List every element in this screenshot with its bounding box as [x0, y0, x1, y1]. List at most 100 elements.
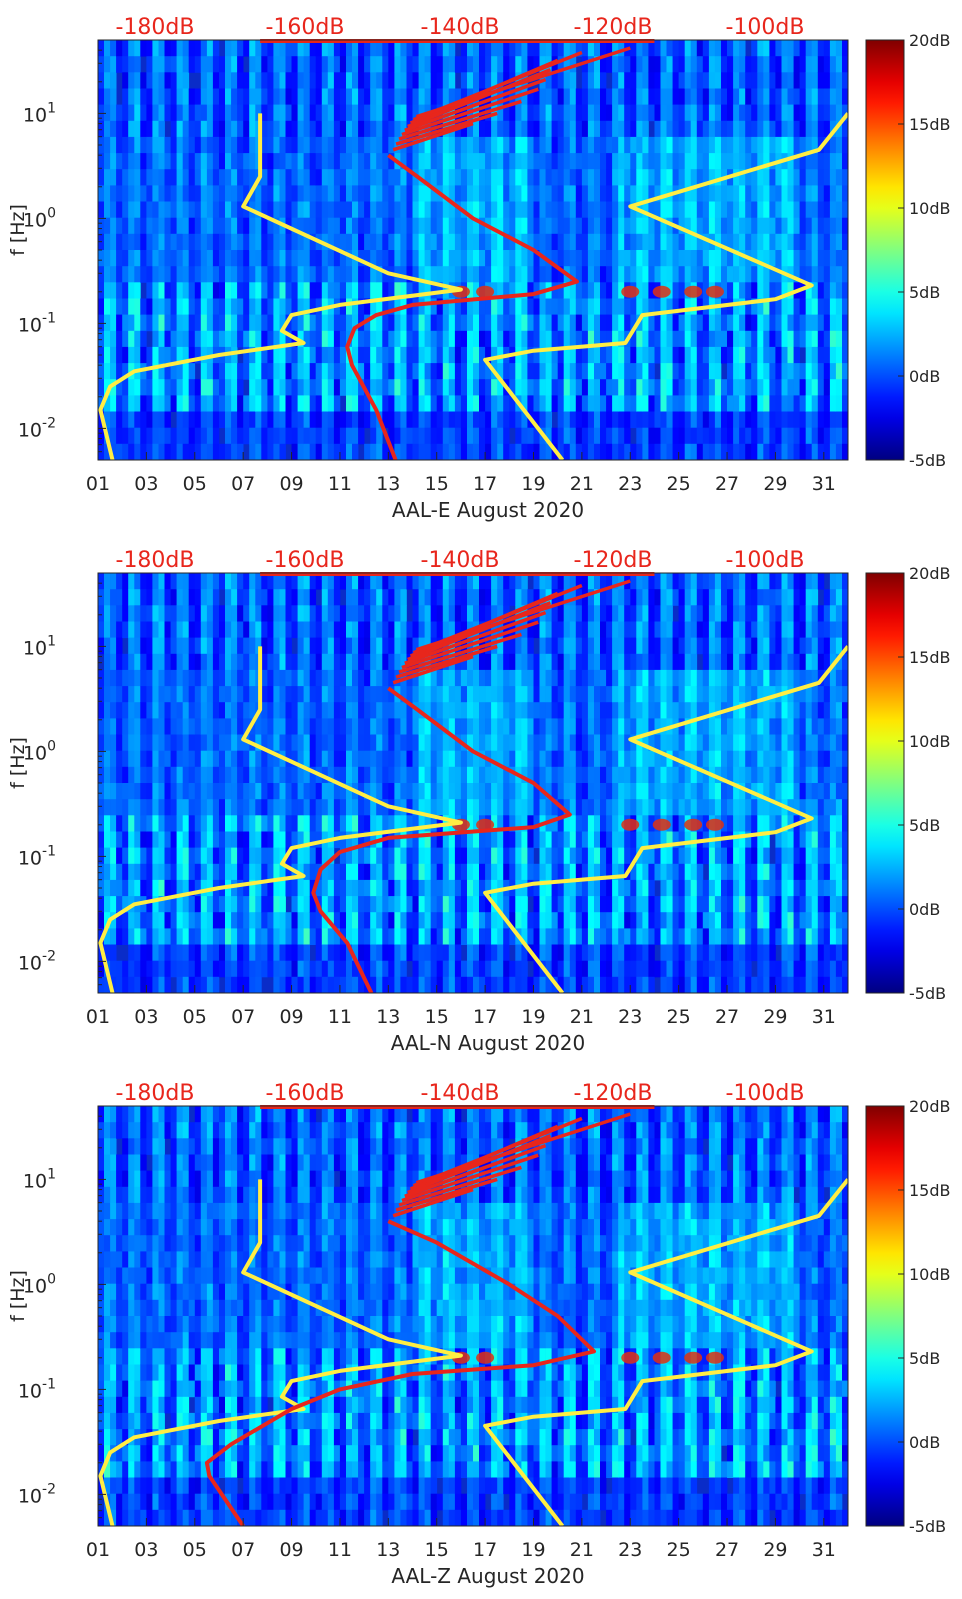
y-tick-label: 101	[23, 633, 56, 659]
red-fan-line	[395, 644, 498, 679]
red-fan-line	[395, 1177, 498, 1212]
top-db-label: -100dB	[726, 1081, 805, 1106]
x-tick-label: 11	[328, 1539, 352, 1561]
top-db-label: -180dB	[116, 548, 195, 573]
x-axis-label: AAL-E August 2020	[392, 498, 584, 522]
x-tick-label: 27	[715, 1006, 739, 1028]
x-tick-label: 23	[618, 1006, 642, 1028]
curve-1	[98, 113, 463, 460]
colorbar-label: 5dB	[909, 283, 940, 302]
y-tick-label: 10-2	[18, 415, 56, 441]
x-tick-label: 17	[473, 473, 497, 495]
red-fan-line	[395, 111, 498, 146]
colorbar-label: -5dB	[909, 984, 946, 1003]
x-tick-label: 01	[86, 1006, 110, 1028]
colorbar-label: 20dB	[909, 31, 951, 50]
curve-3	[345, 153, 579, 460]
colorbar-label: 5dB	[909, 1349, 940, 1368]
x-tick-label: 15	[425, 473, 449, 495]
red-fan-line	[398, 99, 522, 141]
colorbar-label: 15dB	[909, 1181, 951, 1200]
y-axis-label: f [Hz]	[7, 204, 29, 256]
top-db-label: -120dB	[574, 1081, 653, 1106]
colorbar-gradient	[865, 572, 905, 994]
colorbar-label: 15dB	[909, 115, 951, 134]
x-tick-label: 25	[667, 1006, 691, 1028]
colorbar-label: 0dB	[909, 900, 940, 919]
x-tick-label: 21	[570, 473, 594, 495]
curve-1	[98, 1179, 463, 1526]
colorbar-label: 20dB	[909, 1097, 951, 1116]
top-db-label: -140dB	[421, 15, 500, 40]
y-tick-label: 101	[23, 1166, 56, 1192]
y-tick-label: 101	[23, 100, 56, 126]
x-tick-label: 09	[279, 473, 303, 495]
x-axis-label: AAL-Z August 2020	[391, 1564, 584, 1588]
top-db-label: -160dB	[266, 15, 345, 40]
x-tick-label: 19	[521, 1539, 545, 1561]
x-tick-label: 25	[667, 1539, 691, 1561]
curve-3	[204, 1219, 596, 1526]
colorbar-label: 10dB	[909, 1265, 951, 1284]
top-db-label: -100dB	[726, 548, 805, 573]
x-tick-label: 29	[763, 1006, 787, 1028]
x-tick-label: 31	[812, 1006, 836, 1028]
x-tick-label: 15	[425, 1539, 449, 1561]
x-tick-label: 21	[570, 1006, 594, 1028]
top-db-label: -140dB	[421, 548, 500, 573]
red-fan-line	[392, 121, 474, 152]
red-fan-line	[401, 87, 539, 137]
x-tick-label: 27	[715, 1539, 739, 1561]
spectrogram-panel-2: 01 03 05 07 09 11 13 15 17 19 21 23 25 27 29 31 AAL-N Au…	[7, 548, 951, 1055]
red-fan-line	[398, 1165, 522, 1207]
x-tick-label: 05	[183, 473, 207, 495]
y-axis-label: f [Hz]	[7, 1270, 29, 1322]
x-tick-label: 09	[279, 1006, 303, 1028]
x-tick-label: 19	[521, 1006, 545, 1028]
colorbar-gradient	[865, 1105, 905, 1527]
x-tick-label: 05	[183, 1006, 207, 1028]
y-axis-label: f [Hz]	[7, 737, 29, 789]
top-db-label: -140dB	[421, 1081, 500, 1106]
colorbar-label: 15dB	[909, 648, 951, 667]
top-db-label: -180dB	[116, 15, 195, 40]
y-tick-label: 100	[23, 738, 56, 764]
x-tick-label: 13	[376, 473, 400, 495]
x-tick-label: 09	[279, 1539, 303, 1561]
colorbar: 20dB 15dB 10dB 5dB 0dB -5dB	[865, 31, 951, 470]
x-tick-label: 21	[570, 1539, 594, 1561]
red-fan-line	[398, 632, 522, 674]
top-db-label: -100dB	[726, 15, 805, 40]
x-tick-label: 01	[86, 473, 110, 495]
red-fan-line	[392, 1187, 474, 1218]
x-tick-label: 25	[667, 473, 691, 495]
colorbar-gradient	[865, 39, 905, 461]
y-tick-label: 10-2	[18, 948, 56, 974]
x-tick-label: 07	[231, 1006, 255, 1028]
curve-2	[483, 645, 848, 993]
curve-2	[483, 112, 848, 460]
colorbar-label: 10dB	[909, 732, 951, 751]
x-tick-label: 23	[618, 473, 642, 495]
x-tick-label: 15	[425, 1006, 449, 1028]
x-tick-label: 07	[231, 473, 255, 495]
colorbar-label: 0dB	[909, 367, 940, 386]
x-axis-label: AAL-N August 2020	[391, 1031, 586, 1055]
spectrogram-panel-1: 01 03 05 07 09 11 13 15 17 19 21 23 25 27 29 31 AAL-E Au…	[7, 15, 951, 522]
red-fan-line	[392, 654, 474, 685]
y-tick-label: 100	[23, 1271, 56, 1297]
x-tick-label: 13	[376, 1006, 400, 1028]
top-db-label: -160dB	[266, 1081, 345, 1106]
colorbar-label: -5dB	[909, 451, 946, 470]
red-fan-line	[415, 46, 631, 119]
curve-2	[483, 1178, 848, 1526]
x-tick-label: 27	[715, 473, 739, 495]
colorbar-label: -5dB	[909, 1517, 946, 1536]
top-db-label: -120dB	[574, 15, 653, 40]
x-tick-label: 11	[328, 1006, 352, 1028]
x-tick-label: 05	[183, 1539, 207, 1561]
top-db-label: -180dB	[116, 1081, 195, 1106]
y-tick-label: 10-1	[18, 1376, 56, 1402]
y-tick-label: 10-1	[18, 843, 56, 869]
